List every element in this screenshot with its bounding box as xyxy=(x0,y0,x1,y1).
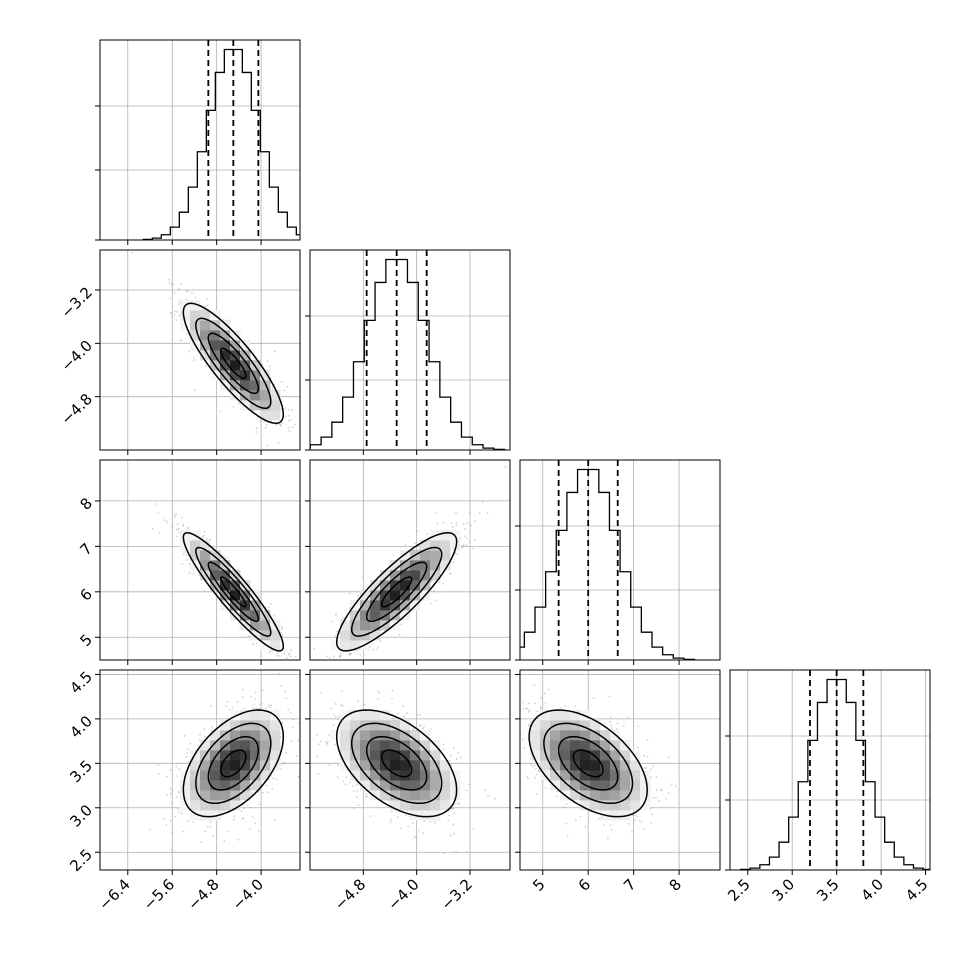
xtick-label: −4.8 xyxy=(184,875,222,913)
contour-level-2 xyxy=(350,722,443,805)
contour-level-2 xyxy=(195,546,272,637)
xtick-label: 7 xyxy=(620,875,639,894)
xtick-label: −4.8 xyxy=(331,875,369,913)
panel-frame xyxy=(99,669,301,871)
ytick-label: −3.2 xyxy=(58,283,96,321)
scatter-panel-1-2 xyxy=(305,459,511,665)
contour-level-0 xyxy=(380,749,413,778)
xtick-label: 4.5 xyxy=(902,875,932,905)
ytick-label: 4.5 xyxy=(66,668,96,698)
contour-level-3 xyxy=(528,709,648,818)
contour-level-1 xyxy=(365,735,428,791)
contour-level-0 xyxy=(220,576,247,608)
contour-level-3 xyxy=(182,531,285,652)
panel-frame xyxy=(99,39,301,241)
histogram-steps xyxy=(740,678,930,870)
contour-level-3 xyxy=(335,709,458,818)
density-map xyxy=(330,710,461,821)
xtick-label: 8 xyxy=(666,875,685,894)
histogram-steps xyxy=(520,468,696,660)
ytick-label: 8 xyxy=(77,494,96,513)
density-map xyxy=(530,710,651,821)
panel-frame xyxy=(519,459,721,661)
ytick-label: 3.5 xyxy=(66,757,96,787)
scatter-panel-0-1 xyxy=(95,249,301,455)
panel-frame xyxy=(309,459,511,661)
contour-level-0 xyxy=(220,749,247,778)
scatter-panel-0-2 xyxy=(95,459,301,665)
ytick-label: −4.0 xyxy=(58,337,96,375)
histogram-panel-1 xyxy=(305,249,511,455)
contour-level-1 xyxy=(207,561,260,623)
xtick-label: 2.5 xyxy=(724,875,754,905)
panel-frame xyxy=(99,459,301,661)
xtick-label: 5 xyxy=(529,875,548,894)
contour-level-0 xyxy=(380,576,413,608)
ytick-label: 6 xyxy=(77,585,96,604)
histogram-steps xyxy=(142,48,300,240)
contour-level-0 xyxy=(572,749,604,778)
ytick-label: 3.0 xyxy=(66,801,96,831)
panel-frame xyxy=(99,249,301,451)
histogram-steps xyxy=(310,258,506,450)
xtick-label: 4.0 xyxy=(858,875,888,905)
scatter-panel-2-3 xyxy=(515,669,721,875)
ytick-label: −4.8 xyxy=(58,390,96,428)
contour-level-3 xyxy=(182,709,285,818)
scatter-panel-1-3 xyxy=(305,669,511,875)
histogram-panel-3 xyxy=(725,669,931,875)
contour-level-1 xyxy=(365,561,428,623)
contour-level-3 xyxy=(182,302,285,425)
panel-frame xyxy=(309,669,511,871)
ytick-label: 7 xyxy=(77,540,96,559)
contour-level-2 xyxy=(543,722,634,805)
contour-level-2 xyxy=(195,317,272,410)
contour-level-0 xyxy=(220,347,247,380)
panel-frame xyxy=(309,249,511,451)
histogram-panel-0 xyxy=(95,39,301,245)
xtick-label: −3.2 xyxy=(438,875,476,913)
xtick-label: −4.0 xyxy=(229,875,267,913)
xtick-label: 6 xyxy=(575,875,594,894)
xtick-label: 3.5 xyxy=(813,875,843,905)
xtick-label: −5.6 xyxy=(140,875,178,913)
histogram-panel-2 xyxy=(515,459,721,665)
ytick-label: 5 xyxy=(77,631,96,650)
contour-level-2 xyxy=(350,546,443,637)
scatter-panel-0-3 xyxy=(95,669,301,875)
ytick-label: 2.5 xyxy=(66,846,96,876)
xtick-label: −6.4 xyxy=(95,875,133,913)
contour-level-3 xyxy=(335,531,458,652)
contour-level-1 xyxy=(207,735,260,791)
contour-level-1 xyxy=(207,332,260,395)
contour-level-2 xyxy=(195,722,272,805)
panel-frame xyxy=(729,669,931,871)
density-map xyxy=(180,530,281,651)
xtick-label: 3.0 xyxy=(769,875,799,905)
density-map xyxy=(330,530,461,651)
ytick-label: 4.0 xyxy=(66,712,96,742)
panel-frame xyxy=(519,669,721,871)
contour-level-1 xyxy=(557,735,619,791)
xtick-label: −4.0 xyxy=(384,875,422,913)
